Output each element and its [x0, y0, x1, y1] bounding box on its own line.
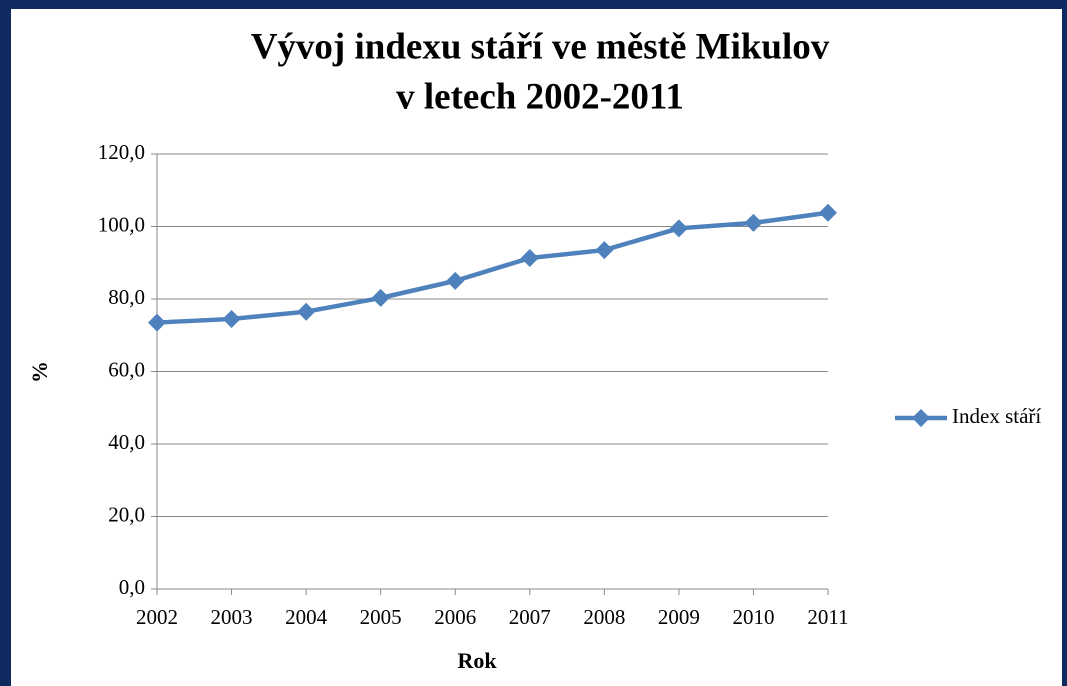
x-tick-label: 2007 [509, 605, 551, 629]
y-axis-label: % [27, 361, 52, 383]
y-tick-label: 60,0 [108, 357, 145, 381]
marker [595, 241, 614, 260]
marker [371, 288, 390, 307]
x-tick-label: 2005 [360, 605, 402, 629]
x-tick-label: 2004 [285, 605, 328, 629]
y-tick-label: 40,0 [108, 430, 145, 454]
chart-title: v letech 2002-2011 [396, 76, 684, 117]
marker [819, 203, 837, 222]
x-tick-label: 2011 [807, 605, 848, 629]
frame-left [0, 0, 11, 686]
frame-top [0, 0, 1067, 9]
y-tick-label: 80,0 [108, 285, 145, 309]
x-tick-label: 2009 [658, 605, 700, 629]
marker [520, 249, 539, 268]
y-tick-label: 100,0 [98, 212, 145, 236]
marker [446, 271, 465, 290]
x-tick-label: 2003 [211, 605, 253, 629]
x-tick-label: 2008 [583, 605, 625, 629]
x-tick-label: 2010 [732, 605, 774, 629]
chart-title: Vývoj indexu stáří ve městě Mikulov [251, 26, 830, 67]
marker [669, 219, 688, 238]
y-tick-label: 120,0 [98, 140, 145, 164]
x-axis-label: Rok [457, 648, 497, 673]
y-tick-label: 20,0 [108, 502, 145, 526]
x-tick-label: 2002 [136, 605, 178, 629]
marker [148, 313, 166, 332]
legend-label: Index stáří [952, 404, 1041, 428]
legend-marker [912, 409, 930, 427]
frame-right [1062, 0, 1067, 686]
marker [222, 309, 241, 328]
marker [297, 302, 316, 321]
marker [744, 213, 763, 232]
x-tick-label: 2006 [434, 605, 476, 629]
y-tick-label: 0,0 [119, 575, 145, 599]
series-line [156, 210, 829, 325]
